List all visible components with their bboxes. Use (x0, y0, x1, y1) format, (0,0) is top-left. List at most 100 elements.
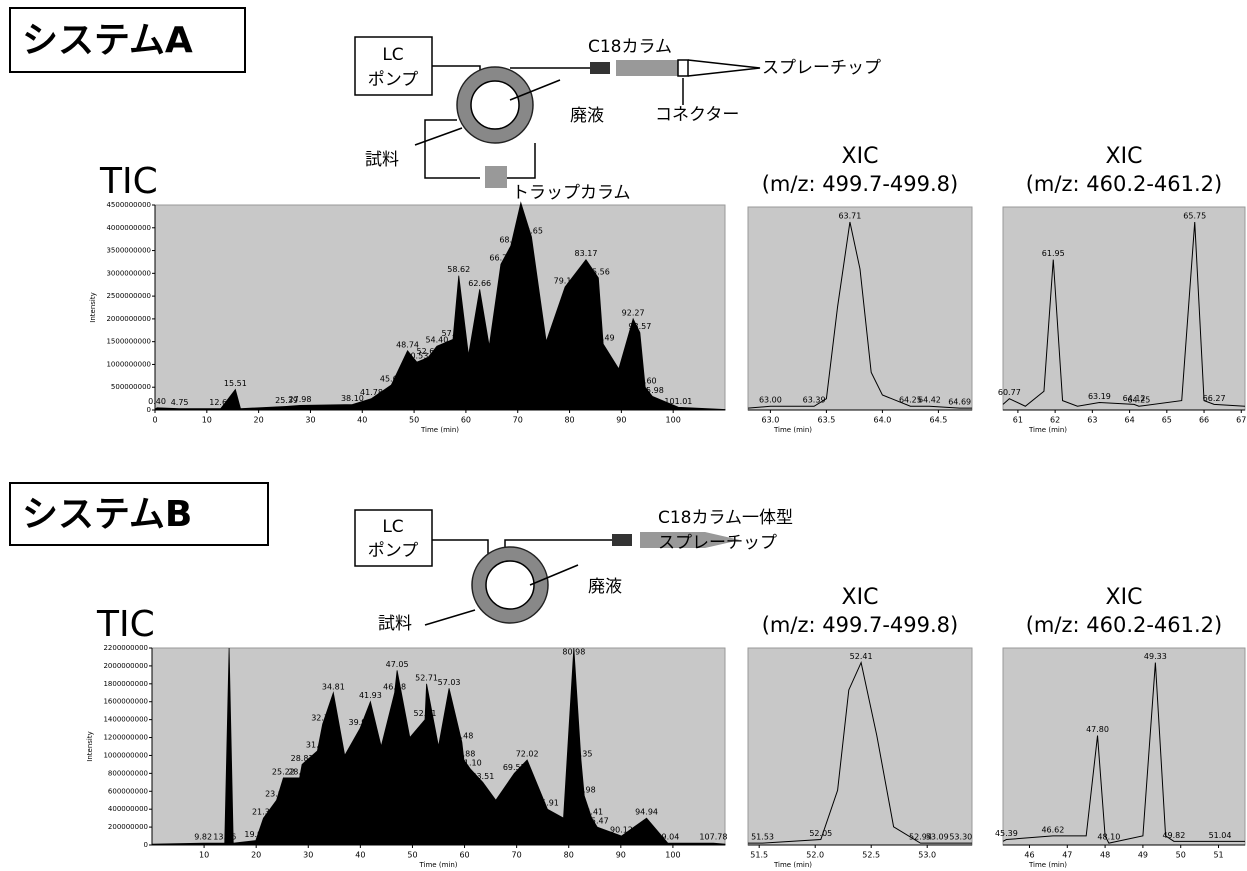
peak-label: 45.39 (995, 829, 1018, 838)
x-tick-label: 50 (1176, 851, 1186, 860)
y-tick-label: 2200000000 (103, 644, 148, 652)
chart-subtitle: (m/z: 460.2-461.2) (1026, 172, 1223, 196)
peak-label: 107.78 (699, 833, 727, 842)
peak-label: 46.62 (1041, 825, 1064, 834)
peak-label: 48.10 (1097, 833, 1120, 842)
x-tick-label: 10 (199, 851, 209, 860)
x-tick-label: 61 (1013, 416, 1023, 425)
peak-label: 53.09 (926, 833, 949, 842)
x-tick-label: 100 (666, 416, 681, 425)
chart-subtitle: (m/z: 460.2-461.2) (1026, 613, 1223, 637)
x-tick-label: 52.0 (806, 851, 824, 860)
chart-title: XIC (842, 585, 879, 610)
x-tick-label: 20 (251, 851, 261, 860)
x-tick-label: 70 (512, 851, 522, 860)
x-tick-label: 30 (305, 416, 315, 425)
peak-label: 28.81 (291, 754, 314, 763)
xic-line (747, 221, 972, 409)
peak-label: 59.88 (452, 749, 475, 758)
peak-label: 99.04 (656, 833, 679, 842)
peak-label: 64.42 (918, 396, 941, 405)
y-tick-label: 400000000 (108, 805, 148, 813)
peak-label: 59.48 (450, 732, 473, 741)
x-tick-label: 63.5 (817, 416, 835, 425)
peak-label: 63.51 (471, 772, 494, 781)
peak-label: 64.25 (1127, 396, 1150, 405)
peak-label: 65.75 (1183, 212, 1206, 221)
y-tick-label: 200000000 (108, 823, 148, 831)
peak-label: 86.49 (592, 333, 615, 342)
peak-label: 68.66 (499, 236, 522, 245)
y-tick-label: 2500000000 (106, 292, 151, 300)
x-tick-label: 63 (1087, 416, 1097, 425)
x-tick-label: 64.0 (873, 416, 891, 425)
y-tick-label: 800000000 (108, 769, 148, 777)
peak-label: 63.00 (759, 396, 782, 405)
peak-label: 52.71 (415, 673, 438, 682)
peak-label: 52.05 (809, 829, 832, 838)
peak-label: 13.96 (213, 833, 236, 842)
x-tick-label: 47 (1062, 851, 1072, 860)
peak-label: 57.03 (438, 678, 461, 687)
peak-label: 61.10 (459, 758, 482, 767)
peak-label: 72.65 (520, 226, 543, 235)
peak-label: 12.68 (209, 398, 232, 407)
peak-label: 52.41 (414, 709, 437, 718)
x-tick-label: 49 (1138, 851, 1148, 860)
diagram-label: 試料 (365, 150, 399, 170)
y-tick-label: 4500000000 (106, 201, 151, 209)
section-box (9, 7, 246, 73)
xic-line (748, 660, 972, 844)
peak-label: 82.35 (570, 749, 593, 758)
x-tick-label: 64.5 (929, 416, 947, 425)
section-title: システムB (22, 494, 192, 535)
x-tick-label: 53.0 (918, 851, 936, 860)
x-tick-label: 20 (254, 416, 264, 425)
y-tick-label: 3500000000 (106, 247, 151, 255)
peak-label: 95.98 (641, 386, 664, 395)
diagram-label: スプレーチップ (658, 533, 777, 553)
peak-label: 31.75 (306, 740, 329, 749)
peak-label: 69.55 (503, 763, 526, 772)
peak-label: 47.80 (1086, 725, 1109, 734)
peak-label: 92.27 (622, 308, 645, 317)
x-tick-label: 52.5 (862, 851, 880, 860)
peak-label: 66.75 (489, 254, 512, 263)
chart-title: TIC (99, 161, 158, 202)
peak-label: 52.94 (909, 833, 932, 842)
tic-area (154, 201, 726, 411)
peak-label: 94.94 (635, 808, 658, 817)
x-tick-label: 48 (1100, 851, 1110, 860)
peak-label: 48.74 (396, 340, 419, 349)
diagram-label: トラップカラム (512, 183, 631, 203)
diagram-label: 廃液 (570, 106, 604, 126)
diagram-label: コネクター (655, 105, 739, 125)
peak-label: 64.12 (1123, 394, 1146, 403)
section-title: システムA (22, 20, 193, 61)
x-tick-label: 100 (665, 851, 680, 860)
peak-label: 38.10 (341, 394, 364, 403)
plot-area (747, 647, 973, 846)
x-axis-label: Time (min) (1028, 426, 1067, 434)
peak-label: 27.98 (289, 395, 312, 404)
peak-label: 54.40 (425, 336, 448, 345)
x-tick-label: 70 (513, 416, 523, 425)
peak-label: 45.61 (380, 374, 403, 383)
peak-label: 79.14 (554, 277, 577, 286)
peak-label: 84.41 (580, 808, 603, 817)
peak-label: 80.98 (562, 648, 585, 657)
y-tick-label: 4000000000 (106, 224, 151, 232)
peak-label: 93.57 (628, 322, 651, 331)
tic-area (151, 647, 726, 846)
x-tick-label: 66 (1199, 416, 1209, 425)
x-tick-label: 65 (1162, 416, 1172, 425)
y-tick-label: 1600000000 (103, 698, 148, 706)
chart-title: TIC (96, 604, 155, 645)
plot-area (747, 206, 973, 411)
peak-label: 21.39 (252, 808, 275, 817)
peak-label: 61.95 (1042, 249, 1065, 258)
y-tick-label: 1400000000 (103, 716, 148, 724)
x-tick-label: 90 (616, 851, 626, 860)
x-tick-label: 80 (564, 851, 574, 860)
peak-label: 52.41 (850, 652, 873, 661)
